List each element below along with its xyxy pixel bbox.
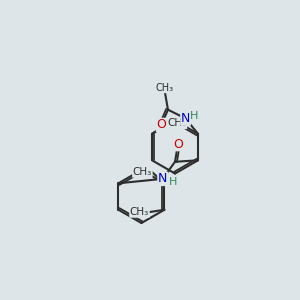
Text: H: H	[169, 177, 177, 188]
Text: CH₃: CH₃	[130, 207, 149, 217]
Text: CH₃: CH₃	[167, 118, 187, 128]
Text: H: H	[190, 111, 199, 121]
Text: CH₃: CH₃	[133, 167, 152, 177]
Text: N: N	[158, 172, 167, 185]
Text: N: N	[181, 112, 190, 125]
Text: O: O	[157, 118, 166, 131]
Text: O: O	[173, 138, 183, 151]
Text: CH₃: CH₃	[156, 82, 174, 93]
